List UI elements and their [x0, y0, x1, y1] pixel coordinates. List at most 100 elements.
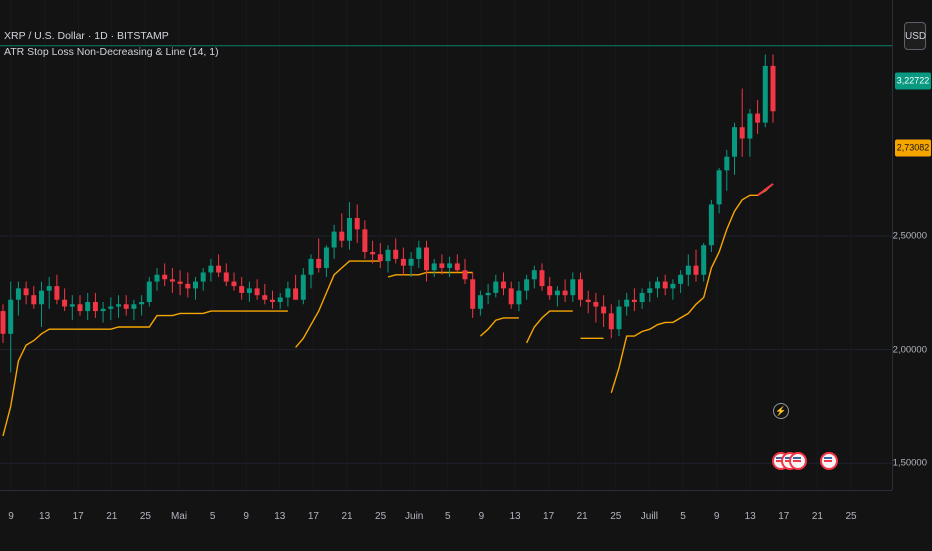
candle-body: [554, 290, 560, 296]
candle-body: [570, 279, 576, 296]
candle-body: [0, 311, 6, 334]
atr-stop-line: [387, 271, 473, 278]
candle-body: [539, 270, 545, 287]
candle-body: [678, 274, 684, 284]
time-tick-label: 5: [209, 511, 216, 522]
candle-body: [100, 308, 106, 312]
candle-body: [116, 304, 121, 307]
candle-body: [300, 274, 306, 300]
candle-body: [732, 127, 737, 157]
candle-body: [631, 299, 637, 302]
atr-stop-line: [295, 260, 381, 348]
candle-body: [524, 279, 530, 291]
candle-body: [578, 279, 583, 300]
candle-body: [131, 304, 137, 309]
us-flag-icon[interactable]: [820, 452, 838, 470]
price-chart[interactable]: [0, 0, 892, 490]
candle-body: [208, 265, 214, 273]
time-tick-label: Juill: [640, 511, 659, 522]
candle-body: [246, 288, 252, 293]
atr-stop-latest: [757, 183, 774, 197]
candle-body: [316, 258, 322, 268]
candle-body: [655, 281, 660, 289]
price-axis[interactable]: 2,50000 2,00000 1,50000 3,22722 2,73082: [892, 0, 932, 490]
candle-body: [670, 283, 676, 289]
symbol-title[interactable]: XRP / U.S. Dollar · 1D · BITSTAMP: [4, 30, 169, 42]
candle-body: [454, 263, 460, 271]
time-tick-label: 9: [713, 511, 720, 522]
time-tick-label: 25: [375, 511, 387, 522]
price-tick-label: 2,00000: [892, 344, 927, 356]
candle-body: [323, 247, 329, 268]
time-tick-label: 9: [478, 511, 485, 522]
atr-stop-line: [479, 317, 519, 337]
candle-body: [400, 258, 406, 266]
candle-body: [608, 313, 614, 330]
time-tick-label: 5: [680, 511, 686, 522]
time-tick-label: 17: [778, 511, 790, 522]
candle-body: [485, 292, 491, 296]
candle-body: [593, 302, 599, 307]
candle-body: [308, 258, 314, 275]
indicator-title[interactable]: ATR Stop Loss Non-Decreasing & Line (14,…: [4, 46, 219, 58]
candle-body: [639, 292, 645, 302]
candle-body: [154, 274, 160, 282]
candle-body: [470, 279, 476, 309]
atr-stop-line: [525, 310, 573, 344]
candle-body: [501, 281, 506, 289]
time-axis[interactable]: 9 13 17 21 25 Mai 5 9 13 17 21 25 Juin 5 9 13 17 21 25 Juil…: [0, 490, 892, 551]
candle-body: [462, 270, 468, 280]
time-tick-label: 21: [811, 511, 823, 522]
candle-body: [231, 281, 237, 287]
candle-body: [146, 281, 152, 302]
time-tick-label: 17: [72, 511, 84, 522]
candle-body: [616, 306, 622, 330]
time-tick-label: 25: [139, 511, 151, 522]
candle-body: [169, 279, 175, 282]
candle-body: [216, 265, 222, 273]
candle-body: [223, 272, 229, 282]
candle-body: [393, 249, 399, 259]
candle-body: [177, 281, 183, 284]
candle-body: [85, 302, 91, 312]
candle-body: [23, 288, 29, 296]
candle-body: [331, 231, 337, 248]
candle-body: [31, 295, 37, 305]
candle-body: [270, 299, 275, 302]
time-tick-label: Juin: [405, 511, 424, 522]
candle-body: [685, 265, 691, 275]
time-tick-label: 9: [8, 511, 14, 522]
candle-body: [431, 263, 437, 271]
atr-stop-line: [2, 310, 288, 437]
candle-body: [370, 252, 376, 255]
us-flag-icon[interactable]: [789, 452, 807, 470]
candle-body: [701, 245, 707, 275]
candle-body: [362, 229, 368, 253]
time-tick-label: 9: [243, 511, 249, 522]
current-price-badge: 3,22722: [895, 72, 931, 90]
candle-body: [15, 288, 21, 300]
candle-body: [562, 290, 568, 296]
chart-legend: XRP / U.S. Dollar · 1D · BITSTAMP ATR St…: [4, 28, 219, 60]
candle-body: [262, 295, 268, 300]
lightning-icon[interactable]: ⚡: [773, 403, 789, 419]
candle-body: [39, 290, 44, 305]
candle-body: [254, 288, 260, 296]
candle-body: [762, 65, 768, 123]
candle-body: [347, 218, 352, 241]
currency-button[interactable]: USD: [904, 22, 926, 50]
candle-body: [293, 288, 299, 300]
candle-body: [531, 270, 537, 280]
time-tick-label: 21: [341, 511, 353, 522]
candle-body: [162, 274, 168, 280]
candle-body: [8, 299, 14, 334]
time-tick-label: 17: [543, 511, 555, 522]
candle-body: [108, 306, 114, 309]
candle-body: [516, 290, 522, 305]
candle-body: [385, 249, 391, 262]
candle-body: [92, 302, 98, 312]
candle-body: [747, 113, 753, 139]
candle-body: [508, 288, 514, 305]
time-tick-label: 21: [106, 511, 118, 522]
